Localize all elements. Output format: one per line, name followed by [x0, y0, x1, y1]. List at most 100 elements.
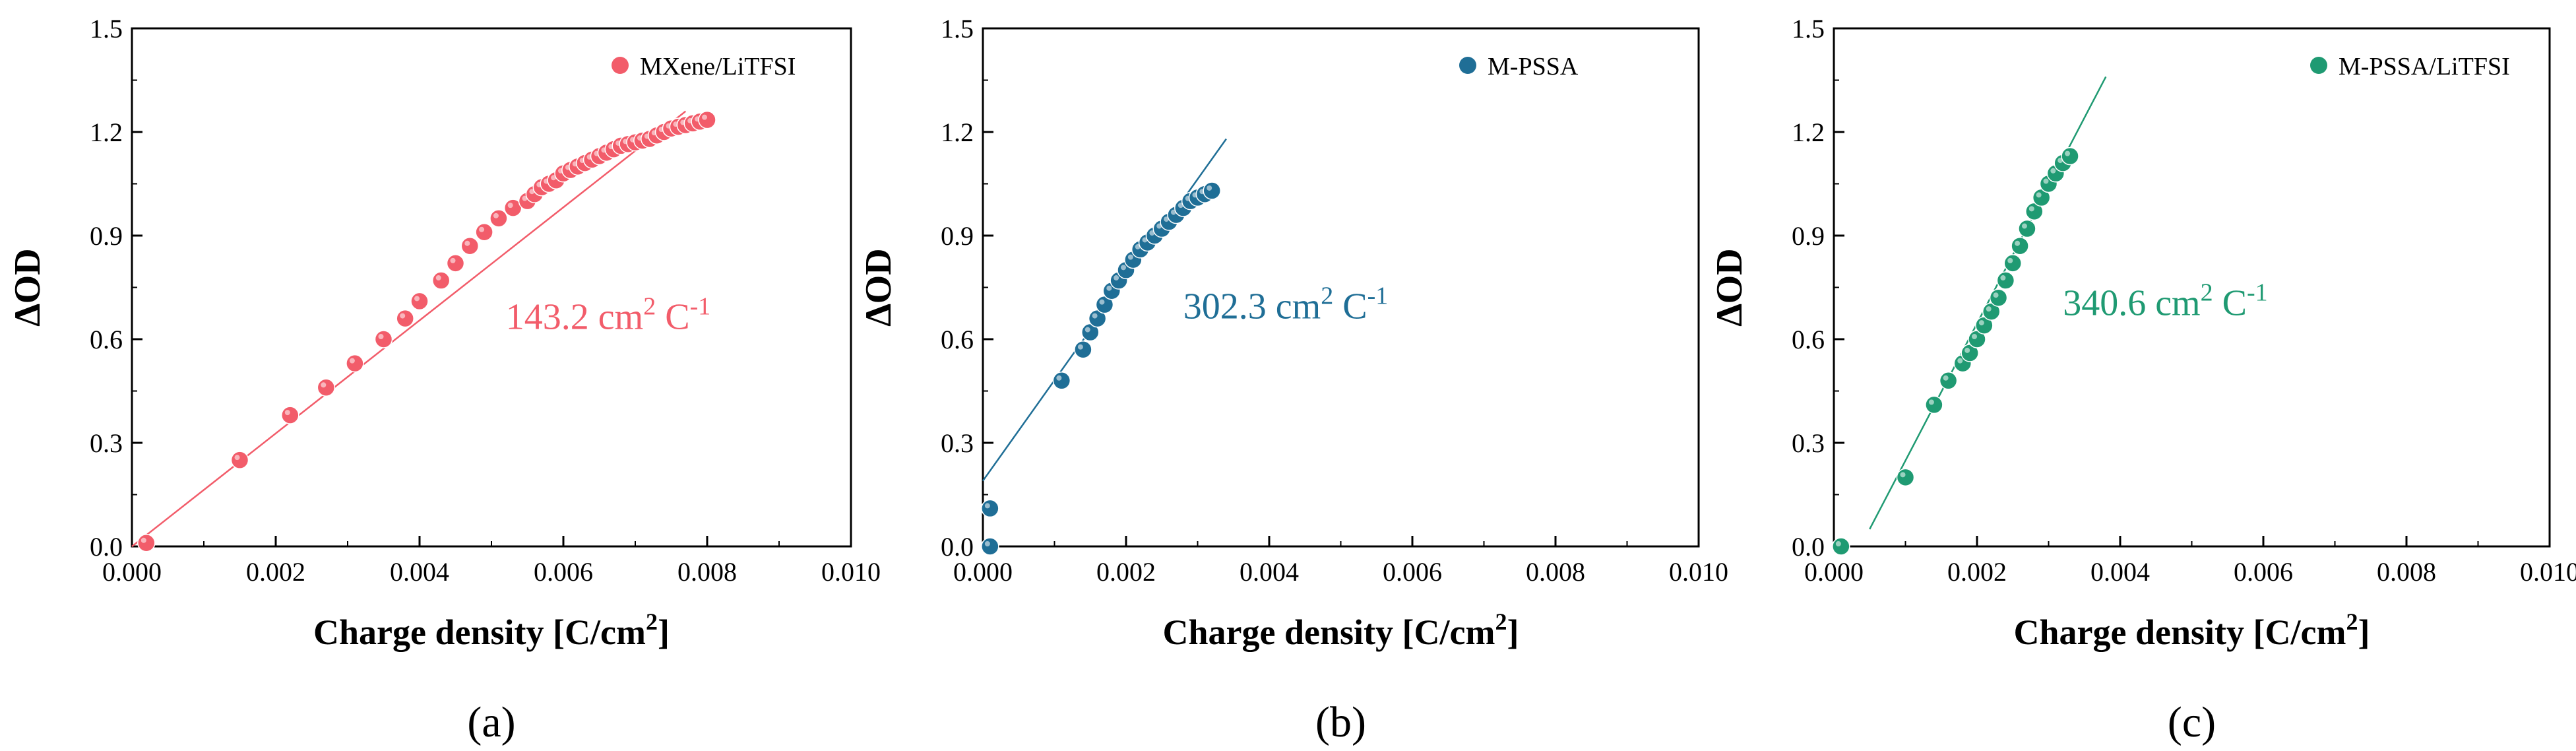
y-axis-label: ∆OD — [858, 248, 899, 326]
data-point-highlight — [2050, 168, 2056, 174]
y-tick-label: 0.3 — [941, 428, 974, 458]
data-point-highlight — [284, 410, 290, 416]
y-tick-label: 0.0 — [941, 532, 974, 562]
legend-marker — [1459, 57, 1476, 74]
data-point-highlight — [2015, 240, 2021, 246]
data-point — [1896, 468, 1915, 487]
data-point-highlight — [1106, 285, 1112, 291]
data-point-highlight — [1972, 334, 1977, 339]
slope-annotation: 340.6 cm2 C-1 — [2063, 278, 2267, 323]
data-point — [2003, 254, 2022, 273]
data-point-highlight — [400, 313, 406, 319]
data-point — [2011, 236, 2029, 255]
data-point-highlight — [2065, 150, 2071, 156]
data-point — [460, 236, 480, 255]
x-tick-label: 0.000 — [953, 557, 1013, 587]
data-point-highlight — [2036, 192, 2042, 198]
data-point — [1074, 340, 1092, 359]
x-tick-label: 0.004 — [390, 557, 449, 587]
data-point-highlight — [2028, 206, 2034, 212]
data-point — [317, 378, 336, 397]
panel-label: (a) — [467, 698, 515, 746]
data-point-highlight — [1957, 358, 1963, 364]
y-tick-label: 0.6 — [941, 325, 974, 354]
data-point-highlight — [1986, 306, 1992, 312]
panel-label: (c) — [2168, 698, 2216, 746]
data-point-highlight — [1207, 185, 1212, 191]
legend-marker — [2310, 57, 2327, 74]
x-tick-label: 0.002 — [1096, 557, 1156, 587]
data-point — [2061, 147, 2079, 166]
x-tick-label: 0.002 — [1947, 557, 2007, 587]
data-point — [698, 110, 716, 129]
data-point-highlight — [2007, 257, 2013, 263]
data-point-highlight — [1835, 541, 1841, 546]
x-axis-label: Charge density [C/cm2] — [1163, 608, 1519, 652]
data-point — [137, 534, 156, 552]
data-point-highlight — [1943, 375, 1949, 381]
x-tick-label: 0.006 — [1383, 557, 1442, 587]
y-tick-label: 1.5 — [941, 14, 974, 44]
data-point — [396, 309, 414, 328]
data-point-highlight — [1127, 254, 1133, 260]
y-tick-label: 0.9 — [90, 221, 123, 251]
data-point-highlight — [1993, 292, 1999, 298]
data-point — [346, 354, 364, 373]
data-point-highlight — [1056, 375, 1062, 381]
data-point — [1925, 395, 1943, 414]
data-point-highlight — [1928, 399, 1934, 405]
data-point-highlight — [464, 240, 470, 246]
y-tick-label: 1.2 — [90, 117, 123, 147]
x-axis-label: Charge density [C/cm2] — [2014, 608, 2370, 652]
data-point-highlight — [349, 358, 355, 364]
data-point-highlight — [1077, 344, 1083, 350]
x-tick-label: 0.006 — [2234, 557, 2293, 587]
y-tick-label: 0.6 — [90, 325, 123, 354]
data-point-highlight — [1092, 313, 1098, 319]
x-tick-label: 0.004 — [1240, 557, 1299, 587]
legend-marker — [612, 57, 629, 74]
data-point-highlight — [1084, 327, 1090, 333]
data-point — [230, 451, 249, 469]
data-point — [1989, 288, 2008, 307]
data-point-highlight — [702, 114, 707, 120]
legend-label: M-PSSA — [1488, 53, 1579, 81]
y-tick-label: 0.9 — [1792, 221, 1825, 251]
data-point-highlight — [141, 537, 146, 543]
x-tick-label: 0.004 — [2090, 557, 2150, 587]
panel-a: 0.000 0.002 0.004 0.006 0.008 0.010 0.0 0.3 0.6 0… — [7, 14, 881, 746]
data-point-highlight — [378, 334, 384, 339]
y-tick-label: 1.2 — [941, 117, 974, 147]
data-point-highlight — [1114, 275, 1119, 281]
panel-c: 0.000 0.002 0.004 0.006 0.008 0.010 0.0 0.3 0.6 0… — [1709, 14, 2576, 746]
x-tick-label: 0.010 — [821, 557, 881, 587]
data-point — [1052, 372, 1071, 390]
y-tick-label: 1.2 — [1792, 117, 1825, 147]
y-axis-label: ∆OD — [7, 248, 48, 326]
data-point-highlight — [479, 226, 485, 232]
data-point-highlight — [1121, 265, 1126, 271]
x-tick-label: 0.008 — [1526, 557, 1585, 587]
x-tick-label: 0.010 — [1669, 557, 1728, 587]
data-point — [1203, 181, 1221, 200]
y-tick-label: 0.3 — [90, 428, 123, 458]
panel-b: 0.000 0.002 0.004 0.006 0.008 0.010 0.0 0.3 0.6 0… — [858, 14, 1728, 746]
slope-annotation: 143.2 cm2 C-1 — [506, 292, 710, 337]
y-axis-label: ∆OD — [1709, 248, 1750, 326]
data-point-highlight — [984, 541, 990, 546]
data-point-highlight — [1964, 347, 1970, 353]
data-point-highlight — [435, 275, 441, 281]
data-point — [475, 223, 493, 242]
y-tick-label: 0.0 — [90, 532, 123, 562]
y-tick-label: 0.3 — [1792, 428, 1825, 458]
data-point-highlight — [984, 503, 990, 509]
data-point — [489, 209, 508, 228]
panel-label: (b) — [1315, 698, 1366, 746]
x-tick-label: 0.010 — [2520, 557, 2576, 587]
x-tick-label: 0.000 — [102, 557, 162, 587]
data-point — [2018, 219, 2036, 238]
data-point — [1832, 537, 1850, 556]
data-point — [981, 537, 999, 556]
data-point-highlight — [2000, 275, 2006, 281]
